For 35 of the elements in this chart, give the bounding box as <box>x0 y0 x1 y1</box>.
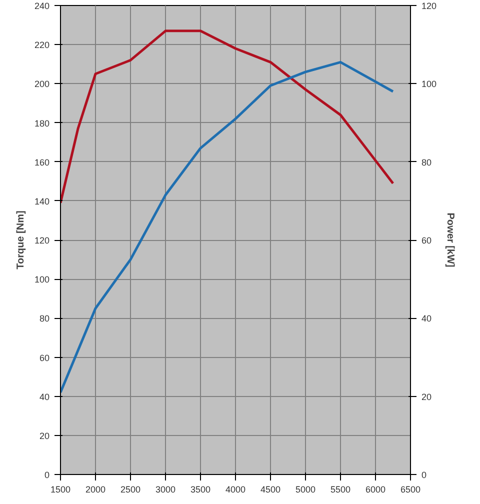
y-tick-label: 220 <box>34 40 50 50</box>
line-series <box>60 30 394 204</box>
y-tick-label: 20 <box>39 430 50 441</box>
line-series <box>60 60 394 394</box>
y-tick-label: 180 <box>34 118 50 128</box>
y-tick-label: 60 <box>39 352 50 363</box>
y-tick-label: 160 <box>34 157 50 168</box>
x-tick-label: 4500 <box>260 484 281 494</box>
y2-tick-label: 80 <box>422 157 432 168</box>
x-tick-label: 6000 <box>365 484 386 494</box>
y2-tick-label: 40 <box>422 314 432 324</box>
x-tick-label: 3000 <box>155 484 176 494</box>
y-tick-label: 80 <box>39 314 50 324</box>
y2-axis-title: Power [kW] <box>444 212 456 268</box>
y-tick-label: 120 <box>34 236 50 246</box>
y-axis-title: Torque [Nm] <box>15 210 26 270</box>
x-tick-label: 4000 <box>225 484 246 494</box>
y-tick-label: 0 <box>44 470 50 480</box>
x-tick-label: 5500 <box>330 484 351 494</box>
x-tick-label: 2500 <box>120 484 141 494</box>
y2-tick-label: 0 <box>422 470 427 480</box>
y-tick-label: 240 <box>34 1 50 11</box>
y2-tick-label: 120 <box>422 1 437 11</box>
x-tick-label: 2000 <box>85 484 106 494</box>
y-tick-label: 140 <box>34 196 50 206</box>
y2-tick-label: 60 <box>422 236 432 246</box>
x-tick-label: 3500 <box>190 484 211 494</box>
y-tick-label: 100 <box>34 274 50 285</box>
y2-tick-label: 20 <box>422 392 432 402</box>
y2-tick-label: 100 <box>422 79 437 90</box>
y-tick-label: 200 <box>34 79 50 90</box>
x-tick-label: 1500 <box>50 484 71 494</box>
y-tick-label: 40 <box>39 392 50 402</box>
x-tick-label: 5000 <box>295 484 316 494</box>
x-tick-label: 6500 <box>400 484 421 494</box>
